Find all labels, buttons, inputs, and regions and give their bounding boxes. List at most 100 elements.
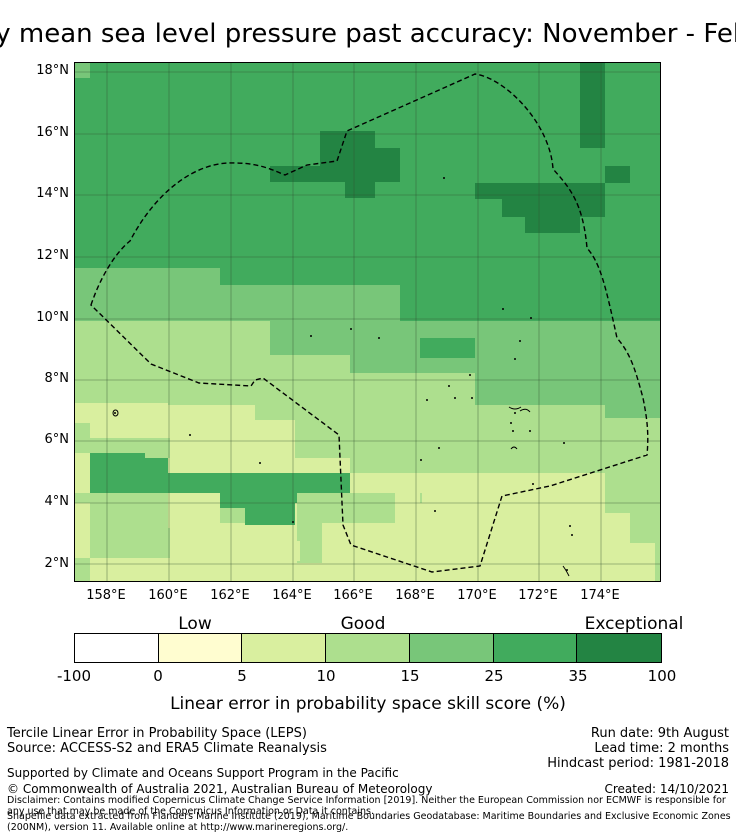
run-date: Run date: 9th August [590, 726, 729, 741]
island-outline [514, 358, 516, 360]
colorbar-tick: 100 [647, 667, 677, 685]
colorbar-swatch [326, 634, 410, 662]
skill-cell [220, 525, 295, 541]
shapefile-credit: Shapefile data extracted from Flanders M… [7, 811, 731, 833]
island-outline [310, 335, 312, 337]
lat-label: 2°N [44, 556, 70, 571]
skill-region [220, 268, 400, 285]
island-outline [512, 430, 514, 432]
skill-cell [475, 321, 525, 373]
island-outline [426, 399, 428, 401]
colorbar-swatch [493, 634, 578, 662]
island-outline [448, 385, 450, 387]
colorbar-swatch [75, 634, 159, 662]
skill-cell [145, 268, 220, 285]
colorbar-swatch [577, 634, 662, 662]
island-outline [510, 422, 512, 424]
lat-label: 14°N [36, 186, 69, 201]
colorbar-tick: 25 [484, 667, 504, 685]
lead-time: Lead time: 2 months [594, 741, 729, 756]
lon-label: 162°E [210, 588, 250, 603]
skill-cell [297, 493, 397, 523]
atoll-outline [112, 406, 570, 577]
skill-cell [605, 513, 630, 581]
skill-cell [420, 338, 475, 358]
lat-label: 16°N [36, 125, 69, 140]
skill-cell [75, 285, 143, 321]
island-outline [443, 177, 445, 179]
colorbar-tick: 5 [237, 667, 247, 685]
lon-label: 164°E [272, 588, 312, 603]
created-date: Created: 14/10/2021 [604, 782, 729, 796]
skill-cell [297, 523, 322, 563]
island-outline [519, 340, 521, 342]
skill-cell [400, 285, 525, 321]
colorbar-tick: 15 [400, 667, 420, 685]
skill-cell [220, 285, 400, 321]
lon-label: 158°E [86, 588, 126, 603]
skill-cell [75, 573, 90, 581]
lat-label: 6°N [44, 432, 70, 447]
island-outline [189, 434, 191, 436]
hindcast-period: Hindcast period: 1981-2018 [547, 756, 729, 771]
skill-cell [655, 543, 660, 581]
skill-cell [605, 166, 630, 183]
island-outline [350, 328, 352, 330]
island-outline [438, 447, 440, 449]
lon-label: 160°E [148, 588, 188, 603]
skill-region [168, 405, 350, 473]
island-outline [114, 412, 116, 414]
skill-region [75, 321, 220, 338]
island-outline [530, 317, 532, 319]
skill-cell [170, 558, 195, 573]
skill-cell [75, 438, 168, 453]
island-outline [532, 483, 534, 485]
support-text: Supported by Climate and Oceans Support … [7, 766, 399, 780]
skill-cell [475, 423, 605, 473]
island-outline [529, 430, 531, 432]
colorbar-tick: 10 [316, 667, 336, 685]
colorbar-swatch [409, 634, 494, 662]
island-outline [502, 308, 504, 310]
skill-cell [75, 503, 90, 558]
skill-cell [345, 181, 375, 198]
skill-cell [75, 558, 90, 573]
category-good: Good [340, 614, 386, 634]
island-outline [569, 525, 571, 527]
island-outline [571, 534, 573, 536]
island-outline [454, 397, 456, 399]
skill-map [74, 62, 661, 582]
chart-title: ly mean sea level pressure past accuracy… [0, 19, 736, 49]
lat-label: 12°N [36, 248, 69, 263]
skill-cell [350, 405, 475, 473]
island-outline [563, 442, 565, 444]
colorbar-swatch [242, 634, 327, 662]
colorbar-swatch [158, 634, 243, 662]
island-outline [420, 459, 422, 461]
lat-label: 10°N [36, 310, 69, 325]
copyright-text: © Commonwealth of Australia 2021, Austra… [7, 782, 433, 796]
island-outline [469, 374, 471, 376]
island-outline [514, 412, 516, 414]
skill-cell [525, 213, 580, 233]
category-low: Low [178, 614, 212, 634]
lon-label: 174°E [580, 588, 620, 603]
skill-cell [525, 285, 660, 321]
lat-label: 18°N [36, 63, 69, 78]
island-outline [292, 521, 294, 523]
skill-cell [630, 513, 660, 543]
skill-cell [502, 199, 605, 217]
skill-cell [350, 563, 395, 581]
skill-cell [605, 338, 660, 408]
eez-boundary [90, 73, 649, 573]
skill-cell [168, 493, 220, 528]
source-text: Source: ACCESS-S2 and ERA5 Climate Reana… [7, 741, 327, 756]
skill-cell [245, 541, 300, 561]
island-outline [259, 462, 261, 464]
skill-region [75, 453, 90, 503]
colorbar-tick: -100 [56, 667, 92, 685]
lat-label: 8°N [44, 371, 70, 386]
island-outline [378, 337, 380, 339]
colorbar-tick: 0 [153, 667, 163, 685]
skill-cell [75, 63, 90, 78]
